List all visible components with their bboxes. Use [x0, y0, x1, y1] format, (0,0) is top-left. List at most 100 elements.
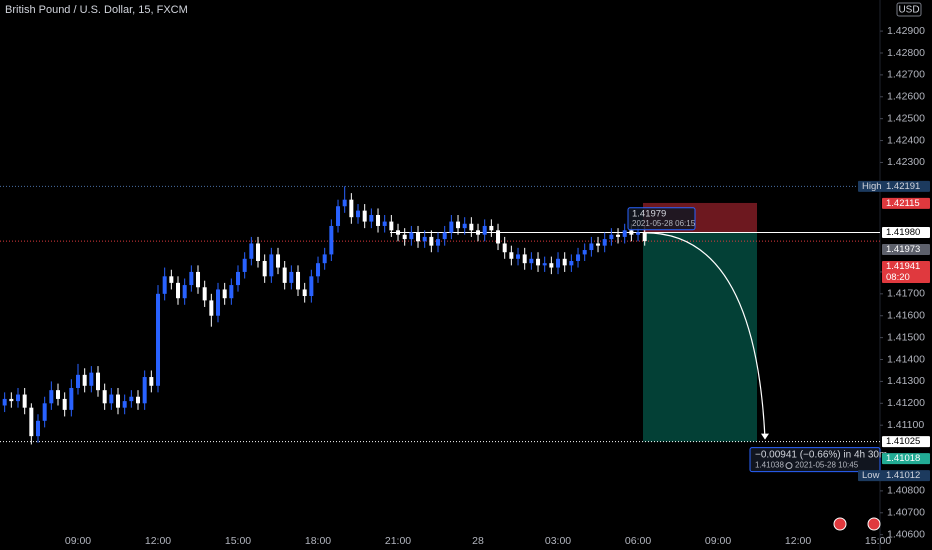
candle-body: [616, 234, 621, 237]
candle-body: [256, 243, 261, 261]
exit-price: 1.41038: [755, 461, 784, 470]
price-label: 1.41980: [886, 227, 920, 238]
candle-body: [556, 258, 561, 268]
price-label: 1.42115: [886, 198, 920, 209]
event-icon[interactable]: [833, 517, 847, 531]
candle-body: [442, 232, 447, 240]
candle-body: [56, 390, 61, 399]
price-label-box: [882, 244, 930, 256]
candle-body: [576, 254, 581, 261]
clock-icon: [785, 462, 793, 470]
candle-body: [122, 401, 127, 408]
price-label-name: High: [862, 181, 882, 192]
candle-body: [456, 221, 461, 229]
candle-body: [129, 396, 134, 402]
candle-body: [209, 300, 214, 316]
y-tick-label: 1.42700: [887, 69, 925, 81]
candle-body: [536, 258, 541, 266]
y-tick-label: 1.42900: [887, 25, 925, 37]
currency[interactable]: USD: [898, 5, 919, 16]
candle-body: [602, 239, 607, 246]
candle-body: [36, 420, 41, 437]
y-tick-label: 1.42800: [887, 47, 925, 59]
candle-body: [162, 276, 167, 294]
y-tick-label: 1.41500: [887, 331, 925, 343]
candle-body: [116, 394, 121, 408]
candle-body: [62, 398, 67, 410]
candle-body: [416, 232, 421, 242]
candle-body: [82, 374, 87, 386]
candle-body: [242, 258, 247, 272]
x-tick-label: 18:00: [305, 535, 331, 547]
exit-time: 2021-05-28 10:45: [795, 461, 859, 470]
y-tick-label: 1.42600: [887, 91, 925, 103]
x-tick-label: 15:00: [225, 535, 251, 547]
currency-box[interactable]: [896, 2, 922, 17]
candle-body: [149, 377, 154, 386]
candle-body: [562, 258, 567, 266]
y-tick-label: 1.41200: [887, 397, 925, 409]
candle-body: [222, 289, 227, 299]
price-label: 1.41012: [886, 470, 920, 481]
candle-body: [582, 250, 587, 255]
candle-body: [436, 239, 441, 246]
candle-body: [549, 263, 554, 268]
candle-body: [369, 215, 374, 222]
x-tick-label: 21:00: [385, 535, 411, 547]
x-tick-label: 09:00: [65, 535, 91, 547]
candle-body: [509, 252, 514, 259]
candle-body: [2, 398, 7, 406]
candle-body: [636, 232, 641, 235]
candle-body: [529, 258, 534, 264]
candle-body: [176, 282, 181, 299]
candle-body: [309, 276, 314, 297]
candle-body: [182, 285, 187, 299]
price-label: 1.41941: [886, 261, 920, 272]
candle-body: [622, 230, 627, 237]
candle-body: [356, 210, 361, 218]
y-tick-label: 1.40700: [887, 507, 925, 519]
x-tick-label: 03:00: [545, 535, 571, 547]
y-tick-label: 1.40800: [887, 485, 925, 497]
candle-body: [229, 285, 234, 299]
candle-body: [42, 403, 47, 421]
candle-body: [302, 289, 307, 297]
candle-body: [489, 225, 494, 231]
event-icons[interactable]: [833, 517, 881, 531]
price-label-box: [858, 180, 930, 192]
price-label: 1.41973: [886, 244, 920, 255]
price-label-name: Low: [862, 470, 880, 481]
candle-body: [189, 271, 194, 286]
price-label-box: [882, 261, 930, 284]
candle-body: [202, 287, 207, 301]
entry-tooltip: [627, 207, 696, 231]
y-tick-label: 1.42300: [887, 156, 925, 168]
candle-body: [362, 210, 367, 222]
candle-body: [382, 221, 387, 226]
event-icon[interactable]: [867, 517, 881, 531]
candle-body: [609, 234, 614, 240]
candle-body: [596, 243, 601, 246]
candle-body: [462, 223, 467, 229]
price-label-box: [882, 197, 930, 209]
candle-body: [482, 225, 487, 235]
candle-body: [629, 230, 634, 235]
candle-body: [156, 293, 161, 386]
candle-body: [289, 271, 294, 283]
candle-body: [422, 236, 427, 242]
result-box: [749, 447, 881, 473]
candle-body: [236, 271, 241, 286]
chart-title: British Pound / U.S. Dollar, 15, FXCM: [5, 4, 188, 16]
candle-body: [449, 221, 454, 233]
candle-body: [29, 407, 34, 437]
candle-body: [376, 215, 381, 226]
candle-body: [142, 377, 147, 404]
target-zone: [643, 232, 757, 442]
candle-body: [102, 390, 107, 404]
y-tick-label: 1.40600: [887, 528, 925, 540]
candle-body: [169, 276, 174, 283]
candle-body: [429, 236, 434, 246]
candle-body: [476, 230, 481, 235]
price-label: 1.42191: [886, 181, 920, 192]
candle-body: [262, 260, 267, 277]
